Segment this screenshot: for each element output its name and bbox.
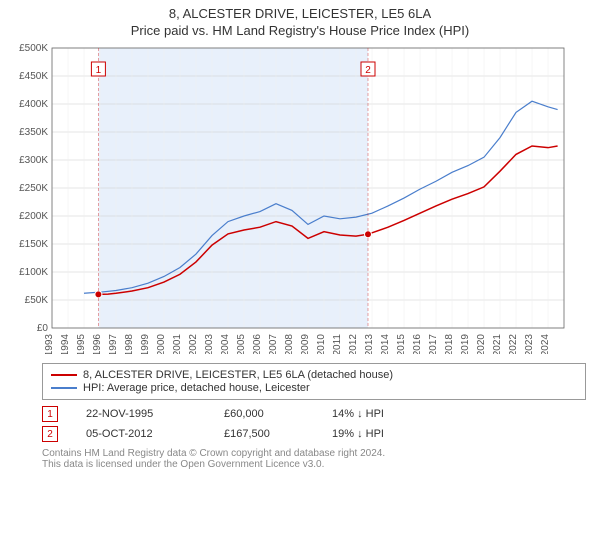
svg-text:£150K: £150K <box>19 239 48 250</box>
table-row: 2 05-OCT-2012 £167,500 19% ↓ HPI <box>42 426 586 442</box>
txn-date: 05-OCT-2012 <box>86 428 196 440</box>
table-row: 1 22-NOV-1995 £60,000 14% ↓ HPI <box>42 406 586 422</box>
svg-text:2015: 2015 <box>396 334 407 354</box>
svg-text:£200K: £200K <box>19 211 48 222</box>
svg-text:£250K: £250K <box>19 183 48 194</box>
svg-text:1999: 1999 <box>140 334 151 354</box>
legend-label: HPI: Average price, detached house, Leic… <box>83 382 310 394</box>
svg-text:1998: 1998 <box>124 334 135 354</box>
svg-text:2008: 2008 <box>284 334 295 354</box>
svg-text:2001: 2001 <box>172 334 183 354</box>
svg-text:2000: 2000 <box>156 334 167 354</box>
svg-text:2007: 2007 <box>268 334 279 354</box>
svg-text:2020: 2020 <box>476 334 487 354</box>
chart-area: £0 £50K £100K £150K £200K £250K £300K £350K £400… <box>10 44 586 359</box>
legend-item: 8, ALCESTER DRIVE, LEICESTER, LE5 6LA (d… <box>51 369 577 381</box>
svg-text:1993: 1993 <box>44 334 55 354</box>
svg-text:2019: 2019 <box>460 334 471 354</box>
svg-text:2003: 2003 <box>204 334 215 354</box>
legend-swatch <box>51 387 77 389</box>
svg-text:2016: 2016 <box>412 334 423 354</box>
marker-badge: 1 <box>42 406 58 422</box>
marker-badge: 2 <box>42 426 58 442</box>
legend-item: HPI: Average price, detached house, Leic… <box>51 382 577 394</box>
svg-text:1996: 1996 <box>92 334 103 354</box>
svg-text:£100K: £100K <box>19 267 48 278</box>
svg-text:£500K: £500K <box>19 44 48 54</box>
svg-text:£350K: £350K <box>19 127 48 138</box>
svg-text:£450K: £450K <box>19 71 48 82</box>
svg-text:2006: 2006 <box>252 334 263 354</box>
txn-price: £60,000 <box>224 408 304 420</box>
svg-text:2005: 2005 <box>236 334 247 354</box>
txn-hpi-delta: 19% ↓ HPI <box>332 428 422 440</box>
transactions-table: 1 22-NOV-1995 £60,000 14% ↓ HPI 2 05-OCT… <box>42 406 586 442</box>
txn-date: 22-NOV-1995 <box>86 408 196 420</box>
chart-title-block: 8, ALCESTER DRIVE, LEICESTER, LE5 6LA Pr… <box>0 0 600 38</box>
svg-text:1994: 1994 <box>60 334 71 354</box>
price-chart-svg: £0 £50K £100K £150K £200K £250K £300K £350K £400… <box>10 44 570 354</box>
svg-text:1995: 1995 <box>76 334 87 354</box>
footer-line: This data is licensed under the Open Gov… <box>42 459 586 470</box>
svg-text:£400K: £400K <box>19 99 48 110</box>
svg-text:2018: 2018 <box>444 334 455 354</box>
chart-title-sub: Price paid vs. HM Land Registry's House … <box>0 23 600 38</box>
legend-label: 8, ALCESTER DRIVE, LEICESTER, LE5 6LA (d… <box>83 369 393 381</box>
txn-price: £167,500 <box>224 428 304 440</box>
svg-text:2013: 2013 <box>364 334 375 354</box>
svg-text:2012: 2012 <box>348 334 359 354</box>
svg-text:2014: 2014 <box>380 334 391 354</box>
svg-text:2022: 2022 <box>508 334 519 354</box>
svg-text:£50K: £50K <box>25 295 49 306</box>
svg-text:2024: 2024 <box>540 334 551 354</box>
svg-text:2011: 2011 <box>332 334 343 354</box>
svg-text:2009: 2009 <box>300 334 311 354</box>
svg-text:1: 1 <box>96 65 102 76</box>
svg-text:2: 2 <box>365 65 371 76</box>
svg-text:2004: 2004 <box>220 334 231 354</box>
svg-text:2017: 2017 <box>428 334 439 354</box>
svg-text:2010: 2010 <box>316 334 327 354</box>
svg-text:2002: 2002 <box>188 334 199 354</box>
chart-title-address: 8, ALCESTER DRIVE, LEICESTER, LE5 6LA <box>0 6 600 21</box>
footer-line: Contains HM Land Registry data © Crown c… <box>42 448 586 459</box>
legend-box: 8, ALCESTER DRIVE, LEICESTER, LE5 6LA (d… <box>42 363 586 400</box>
svg-text:£0: £0 <box>37 323 49 334</box>
svg-text:2023: 2023 <box>524 334 535 354</box>
svg-text:1997: 1997 <box>108 334 119 354</box>
svg-text:£300K: £300K <box>19 155 48 166</box>
svg-text:2021: 2021 <box>492 334 503 354</box>
txn-hpi-delta: 14% ↓ HPI <box>332 408 422 420</box>
legend-swatch <box>51 374 77 376</box>
footer-attribution: Contains HM Land Registry data © Crown c… <box>42 448 586 470</box>
